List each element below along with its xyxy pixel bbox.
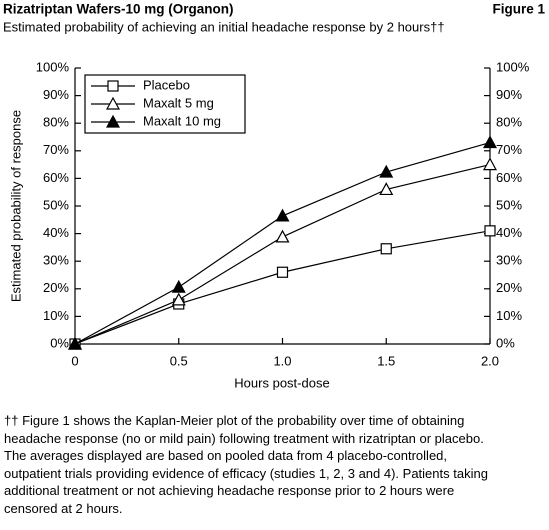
chart: Rizatriptan Wafers-10 mg (Organon) Figur… [3,2,545,391]
marker [379,164,394,178]
figure-label: Figure 1 [492,2,545,17]
legend-marker [105,96,121,110]
y-tick-label: 60% [43,170,69,185]
series-line [74,141,491,345]
series-line [74,230,491,345]
legend-label: Maxalt 5 mg [143,95,214,110]
y2-tick-label: 70% [496,142,522,157]
y2-tick-label: 30% [496,253,522,268]
legend-label: Placebo [143,77,190,92]
marker [275,229,290,243]
y2-tick-label: 80% [496,115,522,130]
y-tick-label: 0% [50,335,69,350]
footnote-line: additional treatment or not achieving he… [4,483,455,498]
marker [171,279,186,293]
y2-tick-label: 20% [496,280,522,295]
footnote-line: The averages displayed are based on pool… [4,448,448,463]
marker [482,157,498,171]
legend-label: Maxalt 10 mg [143,113,221,128]
x-tick-label: 1.0 [273,353,291,368]
marker [275,208,290,222]
marker [484,225,496,237]
marker [380,243,392,255]
marker [379,182,394,196]
footnote-line: headache response (no or mild pain) foll… [4,430,484,446]
footnote-line: †† Figure 1 shows the Kaplan-Meier plot … [4,413,465,428]
footnote-line: censored at 2 hours. [4,500,123,516]
subtitle: Estimated probability of achieving an in… [3,19,445,34]
y-axis-label: Estimated probability of response [8,110,23,302]
series-line [74,164,491,345]
x-tick-label: 1.5 [377,353,395,368]
y-tick-label: 100% [36,59,70,74]
y-tick-label: 20% [43,280,69,295]
marker [67,336,83,350]
y2-tick-label: 0% [496,335,515,350]
y-tick-label: 70% [43,142,69,157]
x-tick-label: 0 [71,353,78,368]
x-tick-label: 2.0 [481,353,499,368]
footnote-line: outpatient trials providing evidence of … [4,465,488,481]
y2-tick-label: 100% [496,59,530,74]
legend-marker [107,80,119,92]
y2-tick-label: 50% [496,197,522,212]
y2-tick-label: 40% [496,225,522,240]
y2-tick-label: 60% [496,170,522,185]
chart-title: Rizatriptan Wafers-10 mg (Organon) [3,2,234,17]
x-axis-label: Hours post-dose [234,375,329,390]
y-tick-label: 80% [43,115,69,130]
x-tick-label: 0.5 [170,353,188,368]
y-tick-label: 30% [43,253,69,268]
footnote: †† Figure 1 shows the Kaplan-Meier plot … [4,412,544,517]
y-tick-label: 40% [43,225,69,240]
y2-tick-label: 10% [496,308,522,323]
y-tick-label: 90% [43,87,69,102]
legend-marker [105,114,121,128]
marker [276,266,289,278]
y2-tick-label: 90% [496,87,522,102]
y-tick-label: 10% [43,308,69,323]
marker [171,292,186,306]
marker [482,135,498,149]
y-tick-label: 50% [43,197,69,212]
